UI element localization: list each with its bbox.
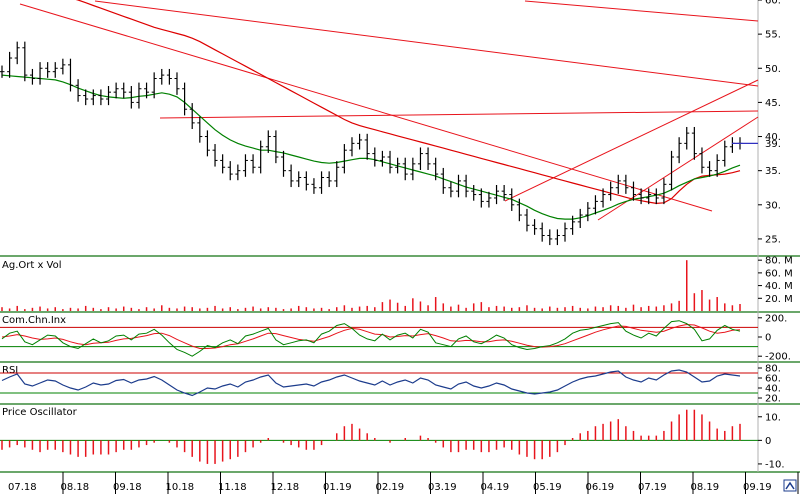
osc-y-tick-label: -10. [765,459,785,470]
logo-icon-frame [783,479,797,492]
trend-line [524,0,759,22]
x-tick-label: 09.19 [743,482,772,493]
rsi-y-tick-label: 20. [765,394,781,405]
price-panel: 25. 30. 35. 40. 45. 50. 55. 60. 39. [0,0,781,245]
volume-y-tick-label: 40. M [765,281,793,292]
volume-y-tick-label: 20. M [765,294,793,305]
cci-y-tick-label: 0 [765,333,771,344]
logo-icon [783,479,797,492]
x-tick-label: 06.19 [586,482,615,493]
price-y-tick-label: 40. [765,132,781,143]
cci-y-tick-label: -200. [765,352,791,363]
x-tick-label: 07.18 [8,482,37,493]
x-tick-label: 02.19 [376,482,405,493]
x-tick-label: 08.18 [61,482,90,493]
osc-y-tick-label: 0 [765,436,771,447]
x-tick-label: 10.18 [166,482,195,493]
x-tick-label: 07.19 [638,482,667,493]
logo-icon-mark [785,481,795,490]
rsi-panel-title: RSI [2,365,18,376]
rsi-y-tick-label: 80. [765,364,781,375]
price-y-tick-label: 30. [765,200,781,211]
x-tick-label: 09.18 [113,482,142,493]
volume-y-tick-label: 60. M [765,268,793,279]
last-price-label: 39. [765,139,781,150]
price-y-tick-label: 55. [765,30,781,41]
trend-line [159,110,759,119]
trend-line [597,116,759,221]
moving-average-long-line [75,0,741,205]
price-y-tick-label: 35. [765,166,781,177]
volume-panel: 80. M60. M 40. M 20. M [1,256,793,311]
trend-line [94,0,759,87]
volume-panel-title: Ag.Ort x Vol [2,260,62,271]
x-tick-label: 03.19 [428,482,457,493]
x-tick-label: 01.19 [323,482,352,493]
rsi-panel: 80.60.40.20. [0,364,781,405]
panel-separators [0,0,800,473]
trend-line [19,3,713,212]
trend-line [504,79,759,202]
price-y-tick-label: 60. [765,0,781,7]
price-y-tick-label: 50. [765,64,781,75]
cci-panel-title: Com.Chn.Inx [2,315,66,326]
cci-line [1,320,741,357]
x-tick-label: 05.19 [533,482,562,493]
cci-y-tick-label: 200. [765,313,787,324]
osc-panel-title: Price Oscillator [2,407,78,418]
x-tick-label: 11.18 [218,482,247,493]
price-y-tick-label: 45. [765,98,781,109]
cci-signal-line [1,323,741,349]
moving-average-short-line [1,74,741,220]
volume-y-tick-label: 80. M [765,256,793,267]
x-tick-label: 08.19 [691,482,720,493]
cci-panel: 200. 0 -200. [0,313,791,363]
x-tick-label: 12.18 [271,482,300,493]
x-axis: 07.18 08.18 09.18 10.18 11.18 12.18 01.19 02.19… [8,472,799,494]
rsi-y-tick-label: 40. [765,384,781,395]
osc-panel: 10. 0 -10. [0,409,785,470]
rsi-y-tick-label: 60. [765,374,781,385]
osc-y-tick-label: 10. [765,412,781,423]
rsi-line [1,369,741,397]
price-y-tick-label: 25. [765,234,781,245]
x-tick-label: 04.19 [481,482,510,493]
